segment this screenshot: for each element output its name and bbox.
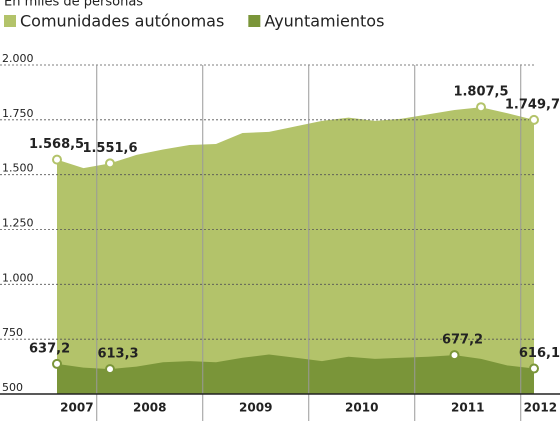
- y-tick-label: 1.750: [2, 107, 34, 120]
- legend-swatch: [4, 15, 16, 27]
- x-tick-label: 2007: [60, 401, 93, 415]
- value-label: 613,3: [97, 347, 138, 362]
- y-tick-label: 1.500: [2, 162, 34, 175]
- x-tick-label: 2012: [524, 401, 557, 415]
- value-label: 637,2: [29, 341, 70, 356]
- legend-swatch: [248, 15, 261, 27]
- y-tick-label: 2.000: [2, 52, 34, 65]
- value-label: 1.551,6: [82, 141, 137, 156]
- y-tick-label: 1.250: [2, 217, 34, 230]
- y-tick-label: 750: [2, 326, 23, 339]
- legend-label: Ayuntamientos: [264, 12, 384, 31]
- marker: [52, 154, 62, 165]
- value-label: 616,1: [519, 346, 560, 361]
- subtitle: En miles de personas: [4, 0, 143, 10]
- marker: [476, 102, 486, 113]
- marker: [529, 363, 539, 374]
- marker: [105, 158, 115, 169]
- x-tick-label: 2011: [451, 401, 484, 415]
- x-tick-label: 2008: [133, 401, 166, 415]
- marker: [449, 350, 460, 361]
- marker: [529, 114, 539, 125]
- value-label: 1.568,5: [29, 137, 84, 152]
- x-tick-label: 2009: [239, 401, 272, 415]
- value-label: 1.807,5: [453, 85, 508, 100]
- y-tick-label: 500: [2, 381, 23, 394]
- value-label: 1.749,7: [505, 97, 560, 112]
- value-label: 677,2: [442, 333, 483, 348]
- marker: [52, 358, 62, 369]
- marker: [105, 364, 115, 375]
- y-tick-label: 1.000: [2, 271, 34, 284]
- x-tick-label: 2010: [345, 401, 378, 415]
- legend-label: Comunidades autónomas: [20, 12, 224, 31]
